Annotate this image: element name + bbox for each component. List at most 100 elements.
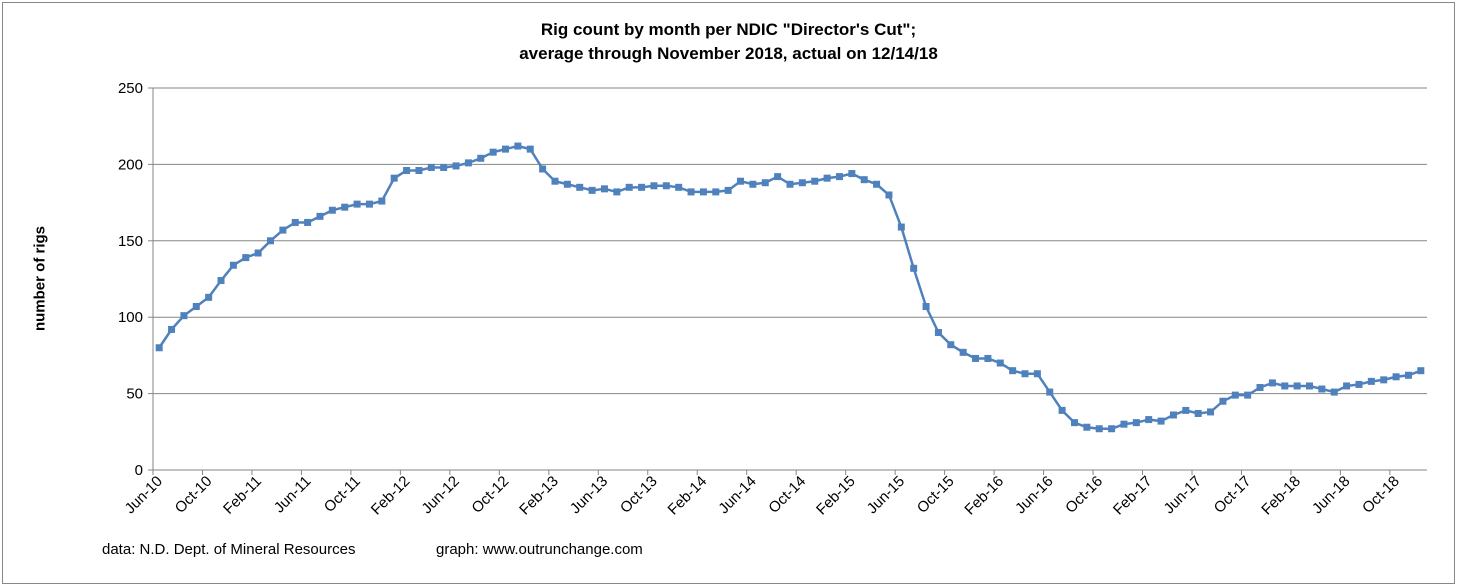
x-tick-label: Oct-11 [321,473,364,516]
data-point [205,293,213,301]
x-tick-label: Oct-17 [1211,473,1255,517]
data-point [1318,385,1326,393]
x-tick-label: Oct-15 [914,473,958,517]
data-point [650,182,658,190]
data-point [1305,382,1313,390]
data-point [1231,391,1239,399]
y-tick-label: 100 [118,309,143,326]
data-point [761,179,769,187]
data-point [1083,423,1091,431]
data-point [1404,371,1412,379]
data-point [860,176,868,184]
data-point [972,354,980,362]
x-tick-label: Feb-15 [813,473,859,519]
data-point [403,167,411,175]
data-point [328,206,336,214]
x-tick-label: Feb-13 [516,473,562,519]
x-tick-label: Feb-16 [961,473,1007,519]
data-point [1417,367,1425,375]
data-point [1132,419,1140,427]
graph-credit: graph: www.outrunchange.com [436,541,643,558]
y-tick-label: 0 [135,462,143,479]
x-tick-label: Feb-17 [1110,473,1156,519]
data-point [1095,425,1103,433]
data-point [1046,388,1054,396]
data-point [1219,397,1227,405]
data-point [1380,376,1388,384]
x-tick-label: Feb-12 [368,473,414,519]
data-point [1256,383,1264,391]
data-point [724,186,732,194]
data-point [242,254,250,262]
data-point [1268,379,1276,387]
x-tick-label: Jun-18 [1309,473,1353,517]
data-point [699,188,707,196]
x-tick-label: Feb-11 [220,473,265,518]
data-point [551,177,559,185]
data-point [675,183,683,191]
data-point [1392,373,1400,381]
data-point [712,188,720,196]
data-point [848,170,856,178]
data-point [996,359,1004,367]
data-point [1120,420,1128,428]
data-point [440,163,448,171]
data-point [1207,408,1215,416]
data-point [378,197,386,205]
data-point [613,188,621,196]
data-point [984,354,992,362]
data-point [1367,377,1375,385]
data-point [786,180,794,188]
data-point [1145,416,1153,424]
data-point [1355,380,1363,388]
data-point [526,145,534,153]
y-tick-label: 150 [118,233,143,250]
x-tick-label: Oct-18 [1359,473,1403,517]
data-point [737,177,745,185]
data-point [774,173,782,181]
data-point [539,165,547,173]
x-tick-label: Oct-16 [1062,473,1106,517]
data-point [353,200,361,208]
data-point [390,174,398,182]
data-point [910,264,918,272]
data-point [1033,370,1041,378]
data-point [229,261,237,269]
data-point [365,200,373,208]
x-tick-label: Oct-12 [468,473,512,517]
data-point [267,237,275,245]
x-tick-label: Oct-14 [765,473,809,517]
data-point [959,348,967,356]
data-point [464,159,472,167]
data-point [823,174,831,182]
data-point [217,277,225,285]
data-point [687,188,695,196]
data-point [1293,382,1301,390]
y-tick-label: 50 [126,386,143,403]
data-point [316,212,324,220]
x-tick-label: Jun-12 [418,473,462,517]
data-point [180,312,188,320]
x-tick-label: Jun-10 [122,473,166,517]
data-point [1169,411,1177,419]
x-tick-label: Oct-10 [172,473,216,517]
series-line [158,144,1422,430]
data-point [502,145,510,153]
data-point [897,223,905,231]
data-point [625,183,633,191]
data-point [415,167,423,175]
data-point [192,303,200,311]
data-point [563,180,571,188]
data-point [254,249,262,257]
data-point [749,180,757,188]
data-point [1343,382,1351,390]
data-point [1009,367,1017,375]
data-point [1182,406,1190,414]
chart-title-line-2: average through November 2018, actual on… [519,44,938,63]
x-tick-label: Jun-17 [1161,473,1205,517]
data-point [1244,391,1252,399]
chart-title-line-1: Rig count by month per NDIC "Director's … [540,20,917,39]
data-point [588,186,596,194]
x-tick-label: Jun-15 [864,473,908,517]
